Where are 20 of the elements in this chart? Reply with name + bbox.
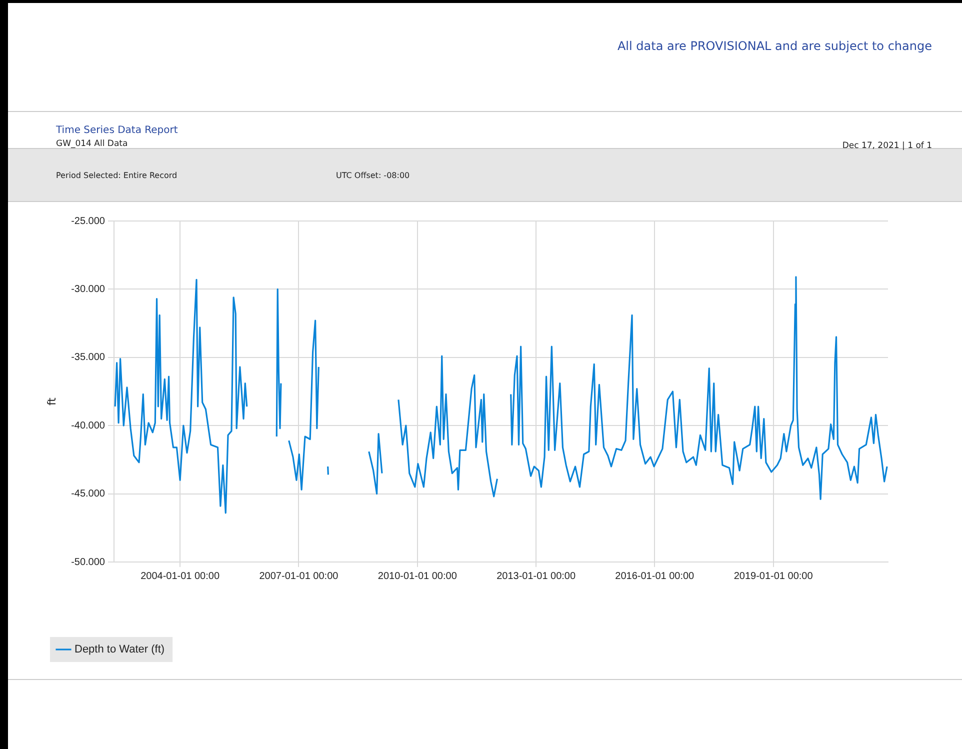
y-tick-label: -30.000 <box>71 284 106 295</box>
text: UTC Offset: -08:00 <box>336 171 410 180</box>
y-tick-label: -25.000 <box>71 216 106 227</box>
y-axis-title: ft <box>46 398 58 406</box>
text: Dec 17, 2021 | 1 of 1 <box>842 141 932 151</box>
x-tick-label: 2013-01-01 00:00 <box>496 570 576 582</box>
chart-subtitle: GW_014 All Data <box>56 139 128 149</box>
x-tick-label: 2010-01-01 00:00 <box>378 570 458 582</box>
x-tick-label: 2004-01-01 00:00 <box>140 570 220 582</box>
legend-label: Depth to Water (ft) <box>74 644 165 656</box>
y-tick-label: -45.000 <box>71 488 106 500</box>
text: Period Selected: Entire Record <box>56 171 178 180</box>
x-tick-label: 2007-01-01 00:00 <box>259 570 339 582</box>
x-tick-label: 2019-01-01 00:00 <box>734 570 814 582</box>
y-tick-label: -35.000 <box>71 352 106 364</box>
text: All data are PROVISIONAL and are subject to change <box>617 39 932 53</box>
y-tick-label: -40.000 <box>71 420 106 432</box>
chart-title: Time Series Data Report <box>56 125 178 136</box>
x-tick-label: 2016-01-01 00:00 <box>615 570 695 582</box>
y-tick-label: -50.000 <box>71 556 106 568</box>
